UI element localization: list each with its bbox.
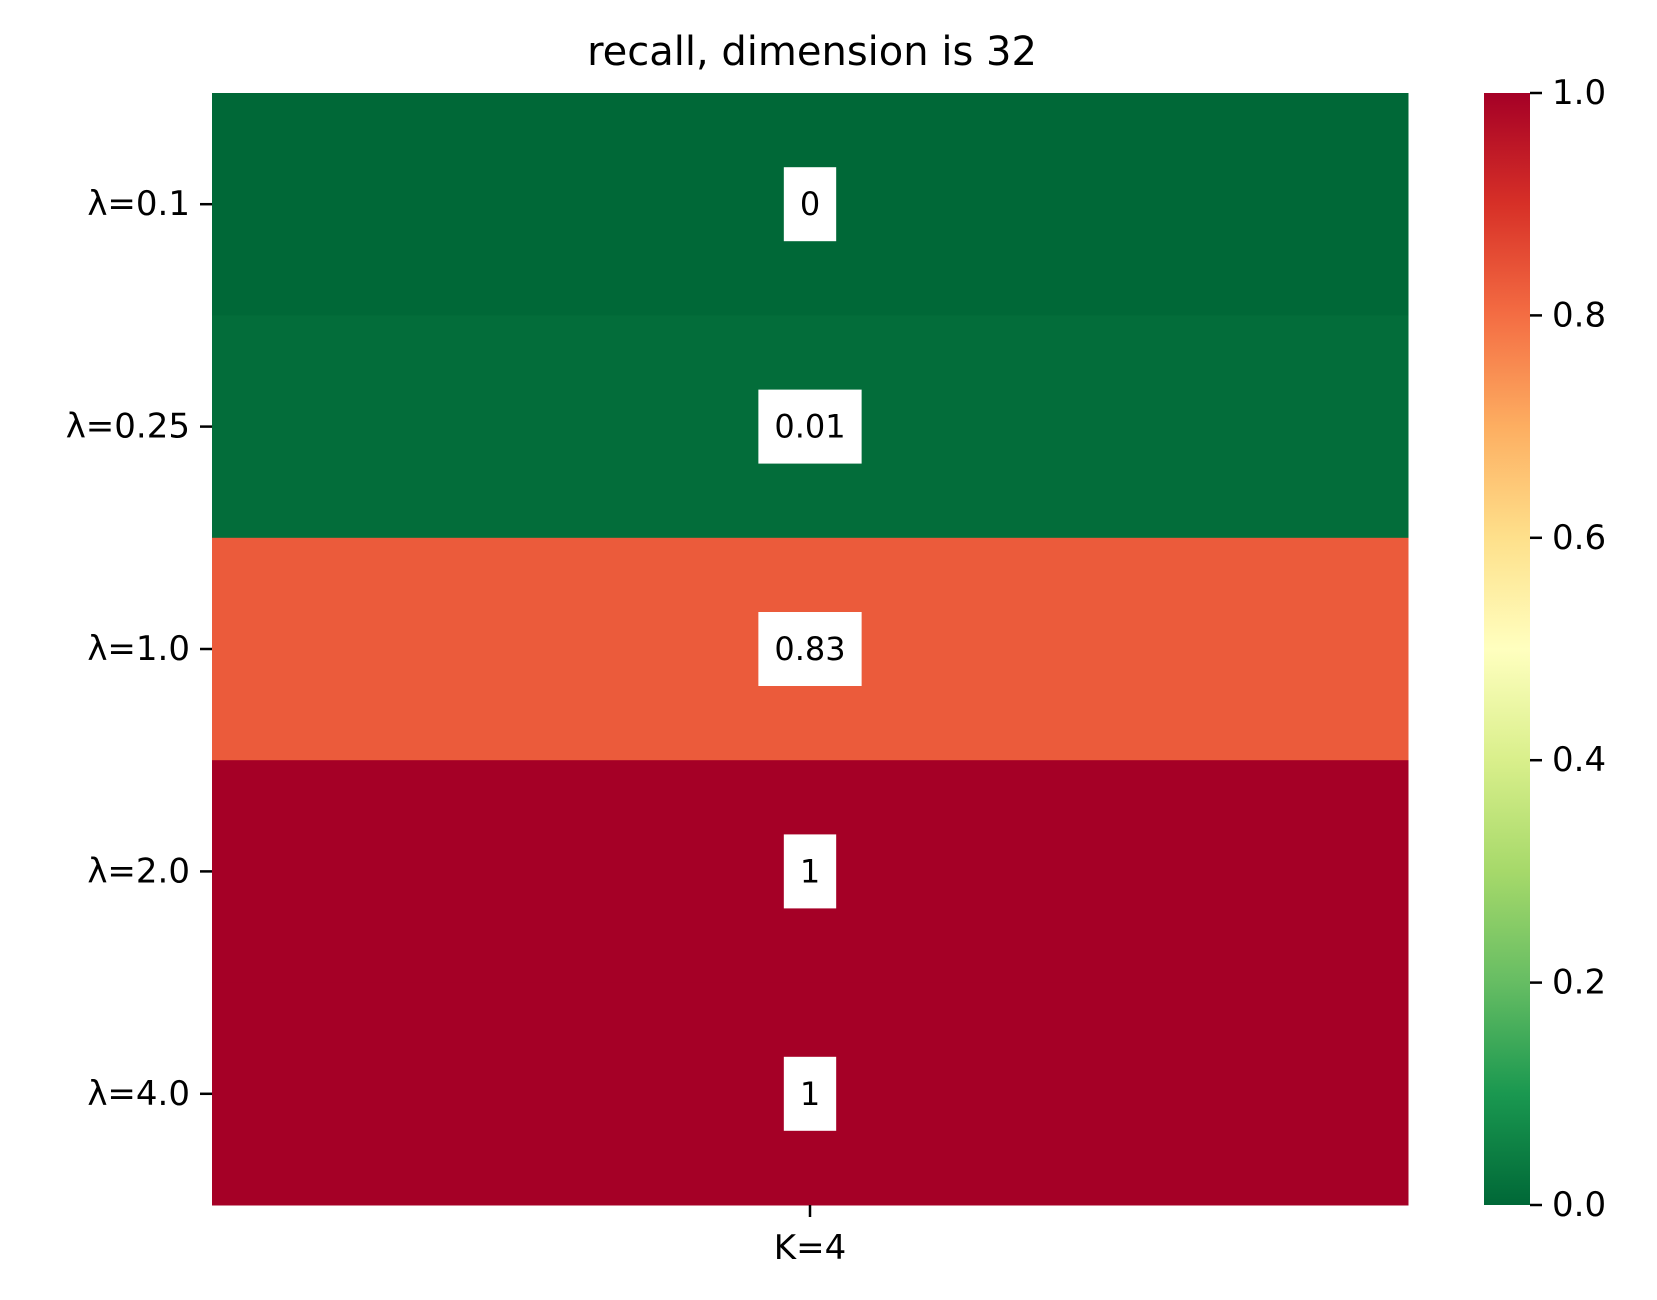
cell-annotations: 0 0.01 0.83 1 1 (758, 167, 862, 1131)
cell-value-label: 1 (800, 852, 820, 890)
x-tick-label: K=4 (774, 1228, 846, 1268)
y-tick-label: λ=4.0 (87, 1074, 190, 1114)
y-tick-label: λ=0.25 (66, 407, 190, 447)
cell-value-label: 0.01 (774, 408, 845, 446)
colorbar-tick-label: 0.0 (1552, 1185, 1606, 1225)
colorbar-tick-label: 0.6 (1552, 518, 1606, 558)
colorbar: 0.0 0.2 0.4 0.6 0.8 1.0 (1484, 73, 1606, 1225)
cell-value-box (758, 612, 862, 686)
cell-value-box (783, 834, 837, 909)
cell-value-label: 1 (800, 1075, 820, 1113)
x-axis: K=4 (774, 1205, 846, 1268)
y-tick-label: λ=0.1 (87, 184, 190, 224)
cell-value-label: 0 (800, 185, 820, 223)
cell-value-box (783, 1056, 837, 1131)
cell-value-label: 0.83 (774, 630, 845, 668)
colorbar-gradient (1484, 93, 1530, 1205)
colorbar-tick-label: 0.2 (1552, 963, 1606, 1003)
y-tick-label: λ=1.0 (87, 629, 190, 669)
colorbar-tick-label: 0.8 (1552, 295, 1606, 335)
y-axis: λ=0.1 λ=0.25 λ=1.0 λ=2.0 λ=4.0 (66, 184, 212, 1114)
cell-value-box (783, 167, 837, 242)
colorbar-tick-label: 0.4 (1552, 740, 1606, 780)
y-tick-label: λ=2.0 (87, 851, 190, 891)
cell-value-box (758, 389, 862, 464)
colorbar-tick-label: 1.0 (1552, 73, 1606, 113)
chart-title: recall, dimension is 32 (587, 29, 1037, 75)
